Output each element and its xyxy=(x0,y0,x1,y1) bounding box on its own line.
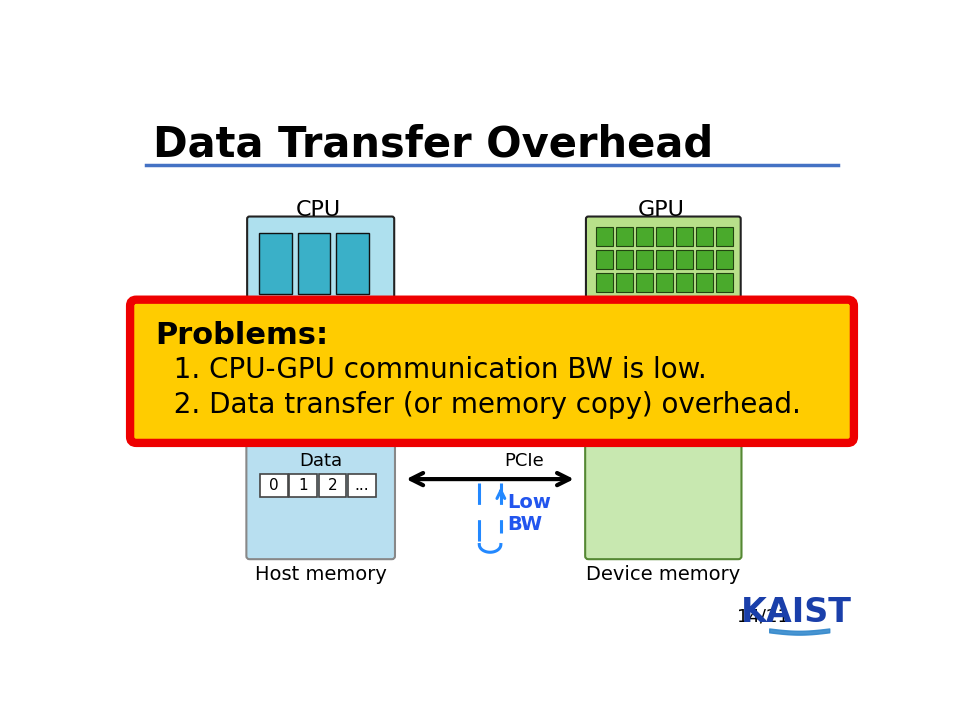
Bar xyxy=(656,273,673,292)
Text: 1. CPU-GPU communication BW is low.: 1. CPU-GPU communication BW is low. xyxy=(156,356,707,384)
Bar xyxy=(616,227,633,246)
Bar xyxy=(596,227,612,246)
Text: PCIe: PCIe xyxy=(504,452,543,470)
Bar xyxy=(696,227,713,246)
Text: Low
BW: Low BW xyxy=(507,493,551,534)
Text: GPU: GPU xyxy=(638,200,684,220)
Bar xyxy=(616,273,633,292)
Text: KAIST: KAIST xyxy=(741,596,852,629)
Bar xyxy=(290,474,317,497)
Text: 1: 1 xyxy=(299,478,308,492)
Text: Host memory: Host memory xyxy=(254,565,387,585)
Bar xyxy=(716,250,733,269)
Bar xyxy=(676,273,693,292)
FancyBboxPatch shape xyxy=(586,433,741,559)
Text: 2. Data transfer (or memory copy) overhead.: 2. Data transfer (or memory copy) overhe… xyxy=(156,390,801,418)
Bar xyxy=(336,233,369,294)
Text: ...: ... xyxy=(354,478,370,492)
Bar xyxy=(616,250,633,269)
Bar xyxy=(656,250,673,269)
Bar xyxy=(696,273,713,292)
Bar xyxy=(636,227,653,246)
FancyBboxPatch shape xyxy=(247,217,395,310)
FancyBboxPatch shape xyxy=(131,300,853,443)
Bar xyxy=(656,227,673,246)
Bar xyxy=(319,474,347,497)
FancyBboxPatch shape xyxy=(586,217,741,310)
Bar xyxy=(348,474,375,497)
Bar xyxy=(596,250,612,269)
Text: Data: Data xyxy=(300,452,342,470)
Bar xyxy=(716,227,733,246)
Bar xyxy=(260,474,288,497)
Text: CPU: CPU xyxy=(297,200,342,220)
Text: 14/21: 14/21 xyxy=(737,608,789,626)
Text: Data Transfer Overhead: Data Transfer Overhead xyxy=(154,123,713,166)
FancyBboxPatch shape xyxy=(247,433,395,559)
Bar xyxy=(298,233,330,294)
Bar xyxy=(676,250,693,269)
Bar xyxy=(696,250,713,269)
Bar xyxy=(259,233,292,294)
Text: 0: 0 xyxy=(269,478,279,492)
Text: Device memory: Device memory xyxy=(587,565,740,585)
Bar xyxy=(716,273,733,292)
Text: 2: 2 xyxy=(327,478,337,492)
Bar xyxy=(636,250,653,269)
Text: Problems:: Problems: xyxy=(156,321,328,350)
Bar xyxy=(596,273,612,292)
Bar xyxy=(676,227,693,246)
Bar xyxy=(636,273,653,292)
